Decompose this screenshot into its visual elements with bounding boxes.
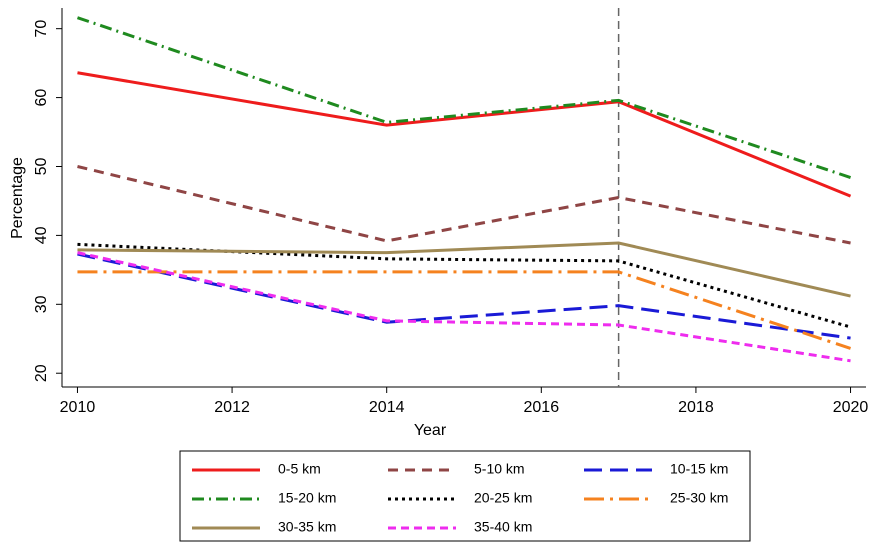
line-series	[77, 252, 851, 340]
legend-label: 20-25 km	[474, 490, 532, 506]
x-axis-label: Year	[414, 422, 447, 439]
line-series	[76, 16, 852, 179]
line-series	[77, 270, 852, 350]
legend-label: 30-35 km	[278, 519, 336, 535]
x-tick-label: 2020	[833, 399, 869, 416]
y-tick-label: 20	[33, 364, 50, 382]
y-tick-label: 50	[33, 157, 50, 175]
y-tick-label: 60	[33, 89, 50, 107]
line-series	[77, 165, 851, 245]
legend-label: 10-15 km	[670, 461, 728, 477]
legend-label: 15-20 km	[278, 490, 336, 506]
line-series	[77, 71, 852, 198]
legend-label: 25-30 km	[670, 490, 728, 506]
x-tick-label: 2016	[524, 399, 560, 416]
line-series	[77, 241, 851, 298]
y-axis-label: Percentage	[9, 157, 26, 239]
y-tick-label: 70	[33, 20, 50, 38]
line-series	[77, 251, 851, 363]
line-series	[77, 242, 851, 329]
x-tick-label: 2010	[60, 399, 96, 416]
y-tick-label: 30	[33, 295, 50, 313]
x-tick-label: 2018	[678, 399, 714, 416]
legend-label: 0-5 km	[278, 461, 321, 477]
x-tick-label: 2012	[214, 399, 250, 416]
x-tick-label: 2014	[369, 399, 405, 416]
legend-label: 35-40 km	[474, 519, 532, 535]
legend-label: 5-10 km	[474, 461, 525, 477]
y-tick-label: 40	[33, 226, 50, 244]
legend-box	[179, 450, 751, 542]
